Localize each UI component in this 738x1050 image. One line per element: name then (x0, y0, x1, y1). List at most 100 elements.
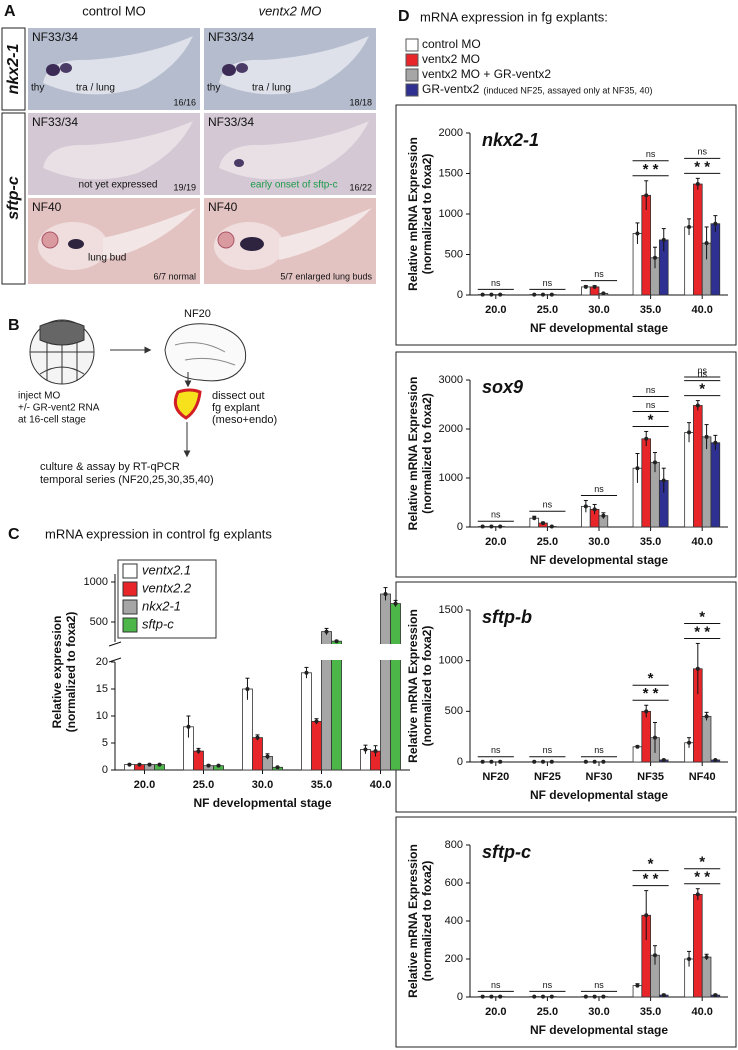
embryo (219, 121, 369, 180)
count-label: 16/22 (349, 182, 372, 192)
note: tra / lung (252, 83, 291, 94)
data-dot (695, 403, 700, 408)
data-dot (635, 231, 640, 236)
y-tick-label: 1000 (439, 655, 463, 667)
y-tick-label: 2000 (439, 127, 463, 139)
data-dot (489, 759, 494, 764)
step-text: fg explant (212, 402, 260, 414)
data-dot (314, 719, 319, 724)
significance-label: ns (491, 510, 501, 520)
bar (693, 894, 703, 998)
data-dot (541, 521, 546, 526)
x-tick-label: 20.0 (485, 304, 506, 316)
significance-label: * (699, 381, 705, 398)
x-axis-title: NF developmental stage (193, 796, 331, 810)
data-dot (304, 670, 309, 675)
data-dot (695, 666, 700, 671)
significance-label: * * (643, 685, 659, 702)
step-text: culture & assay by RT-qPCR (40, 461, 180, 473)
stage-label: NF33/34 (208, 30, 254, 44)
y-axis-title: Relative mRNA Expression (406, 137, 420, 291)
data-dot (583, 504, 588, 509)
x-tick-label: NF40 (689, 771, 716, 783)
bar (701, 956, 712, 998)
data-dot (713, 221, 718, 226)
data-dot (532, 759, 537, 764)
bar (701, 716, 712, 763)
data-dot (541, 759, 546, 764)
data-dot (216, 763, 221, 768)
eye (217, 231, 235, 249)
data-dot (532, 516, 537, 521)
y-axis-title: (normalized to foxa2) (64, 612, 78, 733)
legend-label: ventx2.1 (142, 562, 191, 577)
y-tick-label: 5 (102, 737, 108, 749)
y-tick-label: 0 (457, 756, 463, 768)
data-dot (583, 759, 588, 764)
x-tick-label: 25.0 (537, 304, 558, 316)
stain (234, 159, 244, 167)
bar (710, 442, 721, 528)
data-dot (549, 994, 554, 999)
x-axis-title: NF developmental stage (530, 553, 668, 567)
legend-note: (induced NF25, assayed only at NF35, 40) (483, 85, 652, 95)
y-tick-label: 1000 (84, 576, 108, 588)
significance-label: * * (694, 158, 710, 175)
data-dot (661, 757, 666, 762)
panel-label: B (8, 317, 20, 334)
data-dot (687, 957, 692, 961)
significance-label: * (648, 411, 654, 428)
stain (240, 237, 264, 251)
bar (684, 226, 694, 296)
count-label: 16/16 (173, 97, 196, 107)
y-axis-title: Relative mRNA Expression (406, 377, 420, 531)
data-dot (498, 759, 503, 764)
stage-label: NF33/34 (32, 30, 78, 44)
row-label: nkx2-1 (5, 44, 22, 95)
panel-label: A (4, 3, 16, 20)
data-dot (652, 255, 657, 260)
data-dot (147, 762, 152, 767)
bar (311, 721, 322, 771)
data-dot (713, 993, 718, 998)
bar (641, 438, 652, 528)
data-dot (695, 182, 700, 187)
significance-label: ns (543, 500, 553, 510)
y-tick-label: 1500 (439, 167, 463, 179)
significance-label: * * (643, 161, 659, 178)
data-dot (644, 436, 649, 441)
data-dot (661, 237, 666, 242)
count-label: 18/18 (349, 97, 372, 107)
x-tick-label: 30.0 (588, 304, 609, 316)
data-dot (601, 994, 606, 999)
data-dot (635, 983, 640, 988)
data-dot (652, 460, 657, 465)
data-dot (137, 762, 142, 767)
data-dot (498, 994, 503, 999)
y-tick-label: 10 (96, 710, 108, 722)
bar (641, 194, 652, 296)
data-dot (255, 735, 260, 740)
count-label: 5/7 enlarged lung buds (280, 271, 372, 281)
x-tick-label: 20.0 (134, 779, 155, 791)
data-dot (644, 709, 649, 714)
step-text: at 16-cell stage (18, 415, 86, 426)
y-axis-title: Relative expression (50, 616, 64, 729)
legend-swatch (122, 599, 138, 615)
data-dot (498, 292, 503, 297)
significance-label: ns (697, 369, 707, 379)
significance-label: ns (594, 269, 604, 279)
y-tick-label: 0 (457, 991, 463, 1003)
x-tick-label: 30.0 (252, 779, 273, 791)
significance-label: * * (643, 871, 659, 888)
x-tick-label: NF35 (637, 771, 664, 783)
stage-label: NF33/34 (208, 115, 254, 129)
bar (242, 688, 253, 771)
data-dot (245, 687, 250, 691)
significance-label: ns (594, 484, 604, 494)
row-box (1, 27, 26, 111)
bar (693, 183, 703, 296)
y-tick-label: 800 (445, 839, 463, 851)
note: early onset of sftp-c (250, 180, 337, 191)
